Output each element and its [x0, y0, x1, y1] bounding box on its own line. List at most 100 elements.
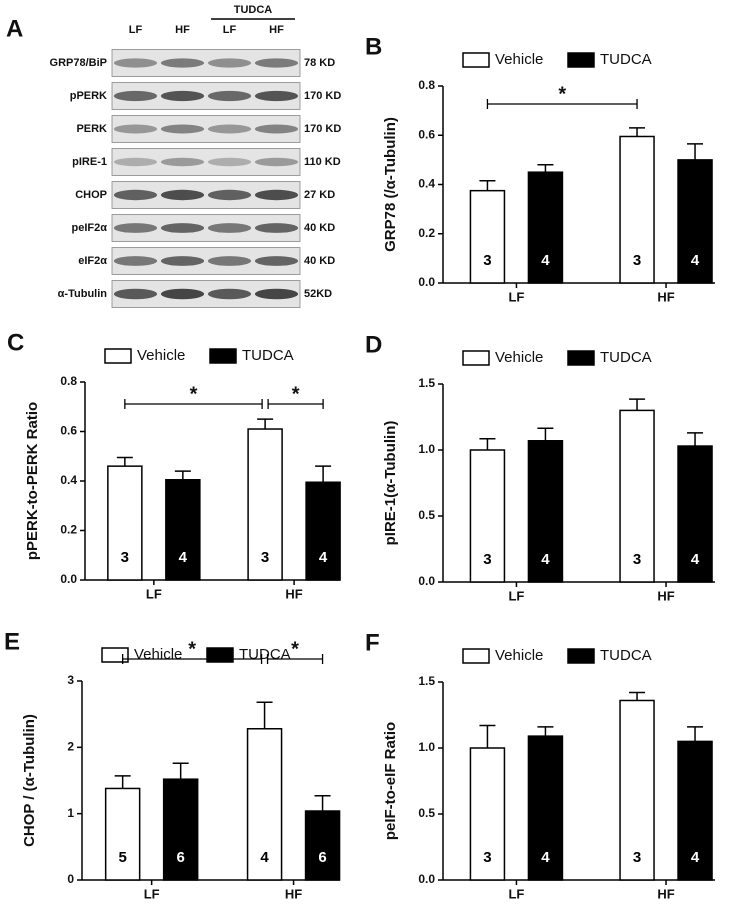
legend-swatch [462, 648, 490, 664]
panel-label: D [365, 331, 382, 358]
size-label: 170 KD [304, 90, 341, 102]
blot-band [113, 124, 158, 134]
lane-label: HF [175, 24, 190, 36]
y-tick-label: 1.0 [418, 442, 435, 456]
y-tick-label: 1.5 [418, 674, 435, 688]
blot-band [254, 256, 299, 266]
bar [469, 747, 506, 881]
legend-label: Vehicle [134, 646, 182, 663]
size-label: 40 KD [304, 222, 335, 234]
legend-swatch [462, 52, 490, 68]
blot-band [160, 288, 205, 300]
bar [527, 440, 564, 583]
legend-label: TUDCA [239, 646, 291, 663]
y-tick-label: 0.4 [418, 177, 435, 191]
y-tick-label: 2 [67, 740, 74, 754]
blot-band [254, 189, 299, 201]
protein-label: CHOP [75, 189, 107, 201]
n-label: 3 [121, 549, 129, 566]
blot-band [160, 189, 205, 201]
size-label: 52KD [304, 288, 332, 300]
blot-band [254, 58, 299, 68]
x-tick-label: LF [508, 886, 524, 901]
blot-band [160, 58, 205, 68]
x-tick-label: LF [508, 588, 524, 603]
x-tick-label: LF [508, 289, 524, 304]
blot-band [113, 288, 158, 300]
y-tick-label: 0.8 [60, 374, 77, 388]
significance-label: * [188, 638, 196, 660]
bar [527, 171, 564, 284]
protein-label: α-Tubulin [58, 288, 108, 300]
blot-band [113, 256, 158, 266]
bar [677, 740, 713, 881]
y-tick-label: 0.2 [418, 226, 435, 240]
blot-band [160, 256, 205, 266]
legend-swatch [462, 350, 490, 366]
protein-label: PERK [76, 123, 107, 135]
significance-label: * [558, 83, 566, 105]
y-tick-label: 0.5 [418, 508, 435, 522]
bar [619, 135, 655, 284]
protein-label: pIRE-1 [72, 156, 107, 168]
blot-band [207, 256, 252, 266]
n-label: 3 [483, 252, 491, 269]
bar [246, 728, 283, 881]
legend-swatch [567, 648, 595, 664]
bar [619, 409, 655, 583]
n-label: 3 [483, 849, 491, 866]
blot-band [254, 157, 299, 167]
y-tick-label: 0.6 [60, 424, 77, 438]
size-label: 170 KD [304, 123, 341, 135]
blot-band [113, 58, 158, 68]
legend-swatch [567, 52, 595, 68]
legend-swatch [104, 348, 132, 364]
legend-swatch [101, 647, 129, 663]
y-axis-label: pIRE-1(α-Tubulin) [382, 421, 399, 546]
size-label: 27 KD [304, 189, 335, 201]
legend-label: Vehicle [495, 647, 543, 664]
n-label: 4 [541, 849, 550, 866]
bar [677, 159, 713, 284]
bar [304, 810, 341, 881]
blot-band [207, 58, 252, 68]
y-tick-label: 0.4 [60, 473, 77, 487]
bar [305, 481, 341, 581]
panel-label: E [4, 628, 20, 655]
bar [104, 787, 141, 881]
blot-band [254, 90, 299, 102]
n-label: 4 [541, 252, 550, 269]
blot-band [207, 90, 252, 102]
y-axis-label: GRP78 (/α-Tubulin) [382, 117, 399, 252]
blot-band [160, 124, 205, 134]
legend-swatch [209, 348, 237, 364]
blot-band [160, 90, 205, 102]
blot-band [207, 223, 252, 233]
blot-band [207, 288, 252, 300]
n-label: 4 [691, 551, 700, 568]
legend-label: TUDCA [242, 347, 294, 364]
blot-band [254, 124, 299, 134]
y-tick-label: 3 [67, 673, 74, 687]
blot-band [207, 124, 252, 134]
bar [619, 699, 655, 881]
bar [162, 778, 199, 881]
n-label: 6 [176, 849, 184, 866]
y-tick-label: 1.0 [418, 740, 435, 754]
lane-label: LF [129, 24, 143, 36]
x-tick-label: HF [285, 586, 302, 601]
lane-label: HF [269, 24, 284, 36]
legend-label: TUDCA [600, 349, 652, 366]
blot-band [113, 157, 158, 167]
bar [469, 189, 506, 284]
legend-label: Vehicle [495, 51, 543, 68]
y-tick-label: 0.0 [418, 574, 435, 588]
legend-label: Vehicle [495, 349, 543, 366]
panel-label: B [365, 33, 382, 60]
y-tick-label: 1.5 [418, 376, 435, 390]
blot-band [160, 223, 205, 233]
n-label: 3 [633, 551, 641, 568]
lane-label: LF [223, 24, 237, 36]
n-label: 4 [319, 549, 328, 566]
